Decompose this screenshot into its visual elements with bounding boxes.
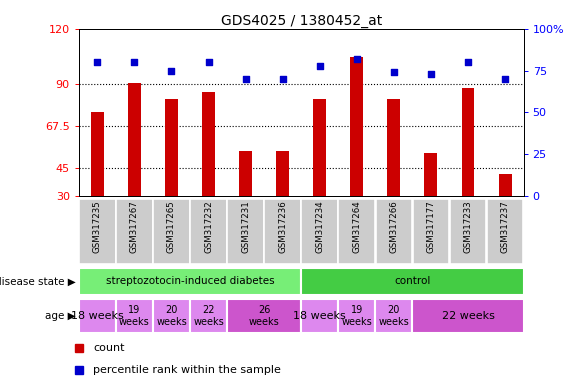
- Point: [130, 59, 139, 65]
- Bar: [79, 299, 116, 333]
- Text: 22
weeks: 22 weeks: [193, 305, 224, 327]
- Bar: [338, 199, 375, 264]
- Bar: [190, 299, 227, 333]
- Bar: [301, 299, 338, 333]
- Bar: [499, 174, 512, 196]
- Bar: [450, 199, 486, 264]
- Text: 19
weeks: 19 weeks: [119, 305, 150, 327]
- Text: GSM317265: GSM317265: [167, 200, 176, 253]
- Bar: [128, 83, 141, 196]
- Text: disease state ▶: disease state ▶: [0, 276, 76, 286]
- Bar: [190, 199, 227, 264]
- Bar: [116, 199, 153, 264]
- Bar: [91, 112, 104, 196]
- Text: GSM317177: GSM317177: [426, 200, 435, 253]
- Bar: [239, 151, 252, 196]
- Text: control: control: [394, 276, 431, 286]
- Bar: [79, 199, 116, 264]
- Text: 22 weeks: 22 weeks: [441, 311, 494, 321]
- Bar: [276, 151, 289, 196]
- Text: GSM317237: GSM317237: [501, 200, 510, 253]
- Text: GSM317264: GSM317264: [352, 200, 361, 253]
- Text: GSM317236: GSM317236: [278, 200, 287, 253]
- Text: GSM317231: GSM317231: [241, 200, 250, 253]
- Bar: [153, 299, 190, 333]
- Point: [390, 69, 399, 75]
- Bar: [227, 299, 301, 333]
- Text: GSM317234: GSM317234: [315, 200, 324, 253]
- Bar: [412, 299, 524, 333]
- Bar: [301, 268, 524, 295]
- Bar: [313, 99, 326, 196]
- Point: [315, 63, 324, 69]
- Point: [463, 59, 472, 65]
- Bar: [301, 199, 338, 264]
- Point: [241, 76, 250, 82]
- Bar: [425, 153, 437, 196]
- Bar: [350, 56, 363, 196]
- Text: age ▶: age ▶: [46, 311, 76, 321]
- Bar: [165, 99, 178, 196]
- Point: [426, 71, 435, 77]
- Point: [501, 76, 510, 82]
- Bar: [376, 199, 412, 264]
- Bar: [486, 199, 524, 264]
- Bar: [413, 199, 449, 264]
- Bar: [264, 199, 301, 264]
- Bar: [462, 88, 475, 196]
- Text: 20
weeks: 20 weeks: [156, 305, 187, 327]
- Text: 20
weeks: 20 weeks: [378, 305, 409, 327]
- Text: streptozotocin-induced diabetes: streptozotocin-induced diabetes: [106, 276, 274, 286]
- Bar: [387, 99, 400, 196]
- Title: GDS4025 / 1380452_at: GDS4025 / 1380452_at: [221, 14, 382, 28]
- Bar: [202, 92, 215, 196]
- Text: count: count: [93, 343, 124, 353]
- Point: [352, 56, 361, 62]
- Bar: [227, 199, 264, 264]
- Text: percentile rank within the sample: percentile rank within the sample: [93, 364, 281, 374]
- Text: 18 weeks: 18 weeks: [293, 311, 346, 321]
- Text: 18 weeks: 18 weeks: [71, 311, 124, 321]
- Bar: [153, 199, 190, 264]
- Text: GSM317233: GSM317233: [463, 200, 472, 253]
- Point: [204, 59, 213, 65]
- Text: GSM317266: GSM317266: [390, 200, 399, 253]
- Text: GSM317235: GSM317235: [93, 200, 102, 253]
- Bar: [79, 268, 301, 295]
- Text: GSM317232: GSM317232: [204, 200, 213, 253]
- Text: 26
weeks: 26 weeks: [249, 305, 279, 327]
- Bar: [338, 299, 376, 333]
- Point: [278, 76, 287, 82]
- Point: [167, 68, 176, 74]
- Bar: [116, 299, 153, 333]
- Point: [93, 59, 102, 65]
- Text: GSM317267: GSM317267: [130, 200, 139, 253]
- Text: 19
weeks: 19 weeks: [341, 305, 372, 327]
- Bar: [376, 299, 412, 333]
